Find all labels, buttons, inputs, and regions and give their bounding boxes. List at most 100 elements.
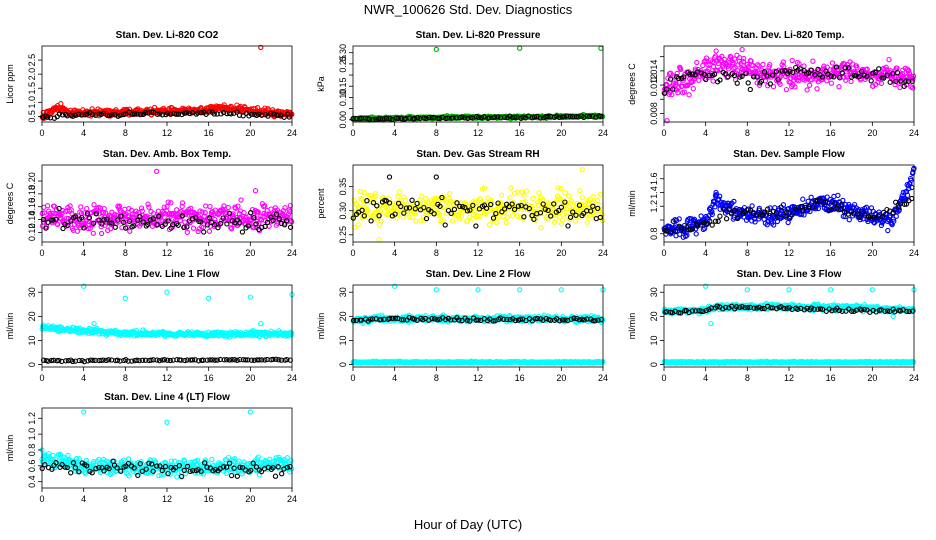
panel-4-point xyxy=(78,204,84,210)
panel-2-point xyxy=(570,114,576,120)
panel-5-x-tick-label: 0 xyxy=(350,248,355,258)
panel-1-point xyxy=(211,111,217,117)
panel-4-point xyxy=(181,224,187,231)
panel-2-point xyxy=(556,114,562,121)
panel-6-y-tick-label: 1.4 xyxy=(649,186,659,199)
panel-4-point xyxy=(195,228,201,235)
panel-2-y-tick-label: 0.15 xyxy=(338,77,348,95)
panel-2-point xyxy=(465,115,471,122)
panel-8-point xyxy=(517,287,523,293)
panel-7-y-tick-label: 10 xyxy=(27,335,37,345)
panel-5-point xyxy=(374,217,380,223)
panel-1-point xyxy=(109,112,115,118)
panel-4-point xyxy=(178,214,184,220)
panel-3-point xyxy=(770,84,777,90)
panel-2-point xyxy=(406,115,413,121)
panel-3-point xyxy=(842,64,848,71)
panel-2-point xyxy=(599,113,606,120)
panel-6-point xyxy=(749,203,755,209)
panel-4-point xyxy=(81,225,87,231)
panel-5-point xyxy=(359,196,365,203)
panel-4-point xyxy=(199,209,205,215)
panel-4-point xyxy=(239,229,246,235)
panel-3-point xyxy=(868,78,874,84)
panel-4-point xyxy=(51,203,57,209)
panel-4-point xyxy=(264,219,271,226)
panel-4-point xyxy=(145,201,151,207)
panel-4-point xyxy=(223,209,230,216)
panel-1-point xyxy=(218,111,224,117)
panel-1-x-tick-label: 20 xyxy=(245,128,255,138)
panel-5-point xyxy=(433,195,440,202)
panel-4-y-tick-label: 0.20 xyxy=(27,172,37,190)
panel-3-point xyxy=(761,69,768,75)
panel-2-point xyxy=(476,114,482,121)
panel-6-x-tick-label: 4 xyxy=(703,248,708,258)
panel-4-point xyxy=(50,210,56,217)
panel-2-point xyxy=(561,114,567,120)
panel-3-point xyxy=(881,75,887,81)
panel-5-point xyxy=(538,225,544,231)
panel-4-point xyxy=(179,213,186,219)
panel-5-point xyxy=(590,193,596,200)
panel-4-point xyxy=(79,214,85,221)
panel-8-y-label: ml/min xyxy=(316,313,326,340)
panel-4-point xyxy=(62,221,68,228)
panel-4-x-tick-label: 12 xyxy=(162,248,172,258)
panel-5-point xyxy=(437,212,443,218)
panel-4-point xyxy=(43,225,49,231)
panel-3-point xyxy=(903,78,909,84)
panel-3-point xyxy=(773,68,780,75)
panel-3-point xyxy=(717,77,723,83)
panel-3-point xyxy=(814,86,820,92)
panel-5-point xyxy=(568,198,574,204)
panel-7-y-label: ml/min xyxy=(5,313,15,340)
panel-4-point xyxy=(207,203,213,210)
panel-4-point xyxy=(109,220,115,226)
panel-5-point xyxy=(464,218,471,224)
panel-3-point xyxy=(758,78,765,84)
panel-2-point xyxy=(507,113,513,119)
panel-1-point xyxy=(134,111,140,117)
panel-6-x-tick-label: 20 xyxy=(867,248,877,258)
panel-1-point xyxy=(243,110,249,116)
panel-7-point xyxy=(258,320,264,327)
panel-5-point xyxy=(489,207,496,213)
panel-5-point xyxy=(368,218,374,224)
panel-1-point xyxy=(286,114,292,120)
panel-6-x-tick-label: 24 xyxy=(909,248,919,258)
panel-2-point xyxy=(378,116,384,122)
panel-7-point xyxy=(206,295,212,301)
panel-1-point xyxy=(106,112,113,119)
panel-5-point xyxy=(371,196,377,202)
panel-2-x-tick-label: 8 xyxy=(434,128,439,138)
panel-5-point xyxy=(565,223,571,229)
panel-3-point xyxy=(751,74,757,80)
panel-5-x-tick-label: 12 xyxy=(473,248,483,258)
panel-2-y-tick-label: 0.25 xyxy=(338,55,348,73)
panel-4-point xyxy=(184,229,190,235)
panel-2-point xyxy=(512,114,518,121)
panel-4-point xyxy=(255,209,261,215)
panel-6-x-tick-label: 12 xyxy=(784,248,794,258)
panel-8-x-tick-label: 4 xyxy=(392,373,397,383)
panel-3-point xyxy=(706,72,712,79)
panel-3-point xyxy=(878,80,885,87)
panel-3-point xyxy=(664,117,670,124)
panel-5-point xyxy=(459,209,466,215)
panel-4-point xyxy=(220,215,226,221)
panel-4-y-label: degrees C xyxy=(5,182,15,224)
panel-7-x-tick-label: 8 xyxy=(123,373,128,383)
panel-1-point xyxy=(198,110,205,116)
panel-3-point xyxy=(665,75,671,81)
panel-5-point xyxy=(361,190,368,196)
panel-2-point xyxy=(492,114,498,120)
panel-6-y-tick-label: 1.2 xyxy=(649,200,659,213)
panel-7-title: Stan. Dev. Line 1 Flow xyxy=(115,269,220,280)
panel-4-point xyxy=(84,210,91,217)
panel-1-point xyxy=(142,109,149,116)
panel-2-point xyxy=(395,115,401,122)
panel-8-x-tick-label: 24 xyxy=(598,373,608,383)
panel-4-point xyxy=(281,222,288,228)
panel-4-point xyxy=(270,217,276,224)
